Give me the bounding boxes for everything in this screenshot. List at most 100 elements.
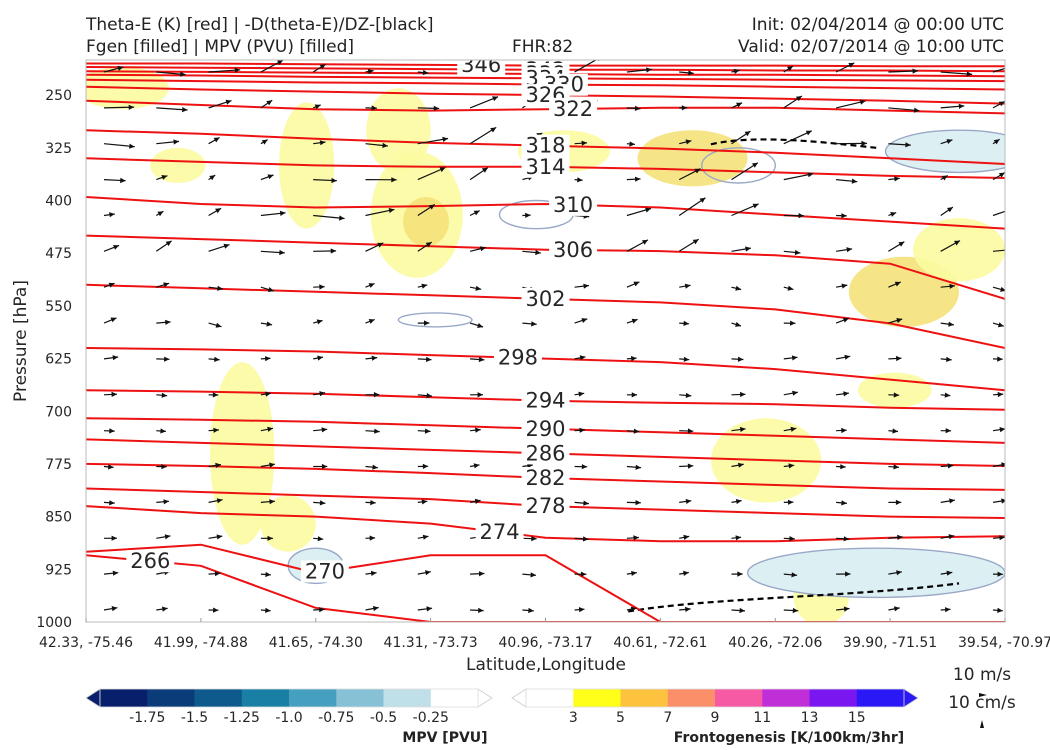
wind-arrowhead <box>478 356 485 363</box>
theta-e-label: 282 <box>525 466 565 490</box>
wind-arrowhead <box>735 321 741 327</box>
wind-arrowhead <box>946 570 953 576</box>
x-tick-label: 40.96, -73.17 <box>498 635 592 651</box>
wind-arrowhead <box>642 239 648 245</box>
wind-arrowhead <box>735 535 742 541</box>
wind-arrowhead <box>841 283 848 289</box>
wind-arrowhead <box>213 607 219 613</box>
wind-arrowhead <box>110 317 117 323</box>
fgen-fill <box>150 147 206 183</box>
wind-arrowhead <box>165 240 172 247</box>
wind-arrowhead <box>214 571 221 577</box>
wind-arrowhead <box>277 60 283 65</box>
y-tick-label: 550 <box>45 299 72 315</box>
colorbar-tick-label: -1.25 <box>224 710 260 726</box>
theta-e-label-bg <box>549 97 598 120</box>
neg-dthetae-contour <box>710 138 877 149</box>
wind-arrowhead <box>735 285 742 291</box>
theta-e-label-bg <box>521 467 570 489</box>
theta-e-contour <box>86 505 1005 543</box>
wind-arrowhead <box>113 245 120 250</box>
wind-arrowhead <box>531 321 537 327</box>
theta-e-label: 278 <box>525 494 565 518</box>
wind-arrowhead <box>279 210 286 216</box>
wind-arrowhead <box>372 464 378 470</box>
wind-arrowhead <box>373 392 380 398</box>
colorbar-frame <box>99 688 479 708</box>
wind-arrowhead <box>739 426 746 433</box>
wind-arrowhead <box>428 204 435 210</box>
wind-arrowhead <box>896 355 902 362</box>
wind-arrowhead <box>999 535 1005 541</box>
theta-e-label: 302 <box>525 287 565 311</box>
wind-arrowhead <box>225 99 232 105</box>
wind-arrowhead <box>367 68 374 75</box>
colorbar-swatch <box>147 689 196 707</box>
wind-arrowhead <box>630 606 637 612</box>
wind-arrowhead <box>164 356 170 362</box>
wind-arrowhead <box>1001 462 1005 468</box>
wind-arrowhead <box>371 355 378 361</box>
colorbar-frame <box>525 688 905 708</box>
plot-area: 3463423383343303263223183143103063022982… <box>86 60 1017 622</box>
wind-arrowhead <box>1011 207 1017 212</box>
wind-arrowhead <box>894 281 901 287</box>
wind-arrowhead <box>433 105 440 111</box>
wind-arrowhead <box>846 247 853 253</box>
wind-arrowhead <box>421 283 428 289</box>
wind-arrowhead <box>735 499 742 505</box>
wind-arrowhead <box>213 137 220 143</box>
colorbar-tick-label: 5 <box>616 710 625 726</box>
wind-arrowhead <box>426 606 433 612</box>
colorbar-tick-label: -0.5 <box>370 710 397 726</box>
wind-arrowhead <box>948 534 955 540</box>
wind-arrowhead <box>578 607 585 613</box>
wind-arrowhead <box>999 427 1005 433</box>
colorbar-arrow <box>903 688 919 708</box>
y-tick-label: 1000 <box>36 615 72 631</box>
wind-arrowhead <box>740 391 746 398</box>
theta-e-label-bg <box>521 155 570 178</box>
theta-e-label: 294 <box>525 389 565 413</box>
wind-arrowhead <box>945 607 951 613</box>
wind-arrowhead <box>861 140 867 147</box>
wind-arrowhead <box>840 464 846 470</box>
mpv-contour <box>701 147 777 184</box>
wind-arrowhead <box>319 140 326 146</box>
wind-arrowhead <box>1000 286 1005 292</box>
wind-arrowhead <box>528 607 534 614</box>
wind-arrowhead <box>421 499 428 505</box>
theta-e-contour <box>86 347 1005 392</box>
wind-arrowhead <box>160 428 166 434</box>
theta-e-label-bg <box>549 239 598 261</box>
wind-arrowhead <box>477 323 484 328</box>
wind-arrowhead <box>215 462 221 468</box>
colorbar-swatch <box>715 689 763 707</box>
wind-arrowhead <box>265 391 271 397</box>
theta-e-label-bg <box>521 287 570 310</box>
wind-arrowhead <box>266 321 273 327</box>
wind-arrowhead <box>685 139 692 145</box>
wind-arrowhead <box>738 462 744 468</box>
wind-arrowhead <box>490 127 497 133</box>
wind-arrowhead <box>752 162 758 168</box>
y-tick-label: 475 <box>45 246 72 262</box>
wind-arrowhead <box>683 570 689 576</box>
wind-arrowhead <box>214 356 220 362</box>
wind-arrowhead <box>319 284 325 290</box>
wind-arrowhead <box>897 534 903 540</box>
wind-arrowhead <box>635 176 641 182</box>
wind-arrowhead <box>946 139 953 144</box>
theta-e-label-bg <box>493 346 542 369</box>
wind-arrowhead <box>912 68 918 74</box>
wind-arrowhead <box>683 534 690 540</box>
wind-arrowhead <box>473 463 480 469</box>
wind-arrowhead <box>321 427 328 433</box>
theta-e-label: 286 <box>525 441 565 465</box>
wind-arrowhead <box>215 322 222 328</box>
wind-arrowhead <box>371 105 377 111</box>
theta-e-label-bg <box>521 134 570 157</box>
wind-arrowhead <box>339 215 345 221</box>
colorbar-swatch <box>241 689 290 707</box>
